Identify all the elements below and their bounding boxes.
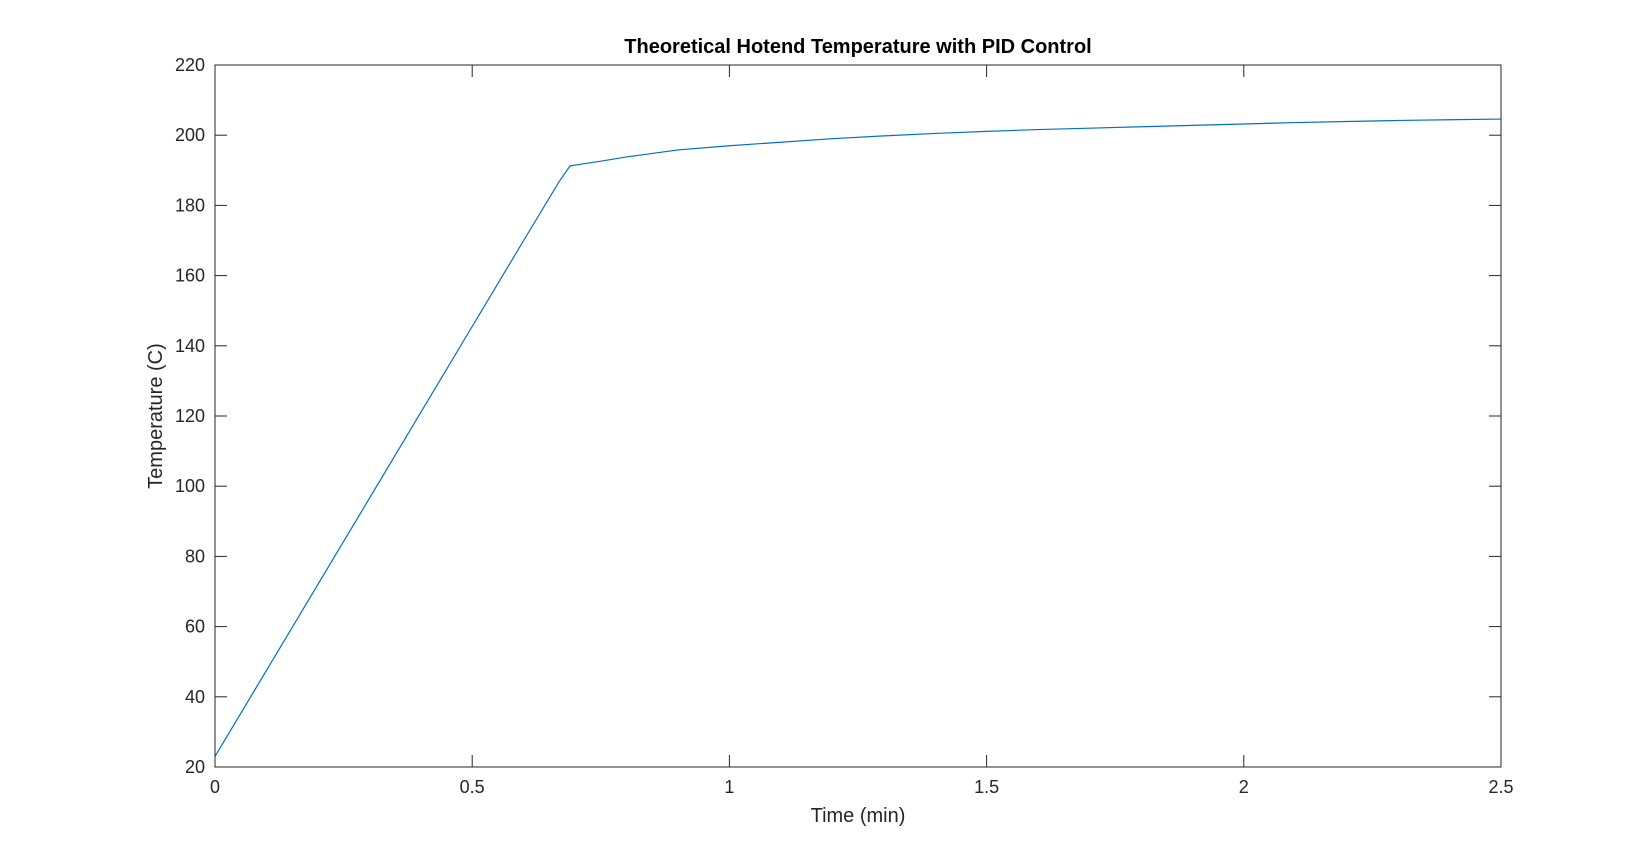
x-tick-label: 2 [1239, 777, 1249, 797]
y-tick-label: 80 [185, 546, 205, 566]
axis-ticks [214, 64, 1502, 768]
y-tick-label: 220 [175, 55, 205, 75]
series-lines [214, 118, 1502, 757]
y-tick-label: 20 [185, 757, 205, 777]
plot-frame [214, 64, 1502, 768]
y-axis-label: Temperature (C) [145, 343, 167, 489]
x-tick-label: 0.5 [460, 777, 485, 797]
x-tick-label: 1 [724, 777, 734, 797]
y-tick-label: 140 [175, 336, 205, 356]
x-tick-label: 1.5 [974, 777, 999, 797]
y-tick-label: 40 [185, 687, 205, 707]
y-tick-label: 180 [175, 195, 205, 215]
y-tick-label: 60 [185, 617, 205, 637]
y-tick-label: 100 [175, 476, 205, 496]
x-tick-label: 0 [210, 777, 220, 797]
series-line [214, 118, 1502, 757]
x-axis-label: Time (min) [811, 805, 906, 827]
axis-tick-labels: 0 0.5 1 1.5 2 2.5 20 40 60 80 100 120 140 160 180 200 22… [175, 55, 1514, 797]
chart-title: Theoretical Hotend Temperature with PID … [624, 36, 1091, 58]
y-tick-label: 200 [175, 125, 205, 145]
y-tick-label: 160 [175, 266, 205, 286]
y-tick-label: 120 [175, 406, 205, 426]
x-tick-label: 2.5 [1488, 777, 1513, 797]
